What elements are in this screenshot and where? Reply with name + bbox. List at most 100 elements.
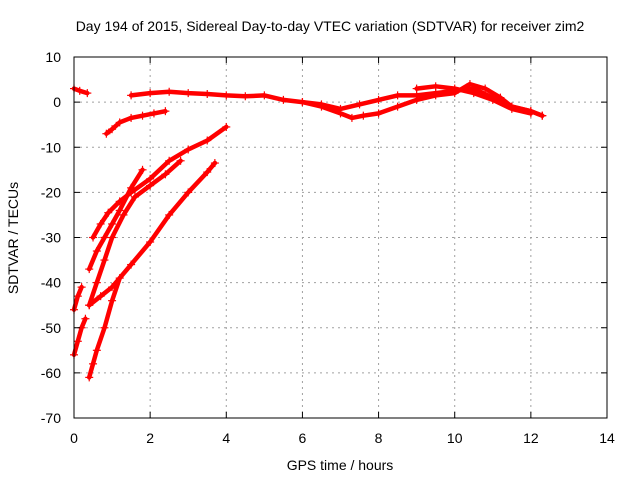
data-point — [149, 109, 158, 118]
y-tick-label: -30 — [41, 230, 61, 246]
x-tick-label: 0 — [70, 430, 78, 446]
data-point — [108, 296, 117, 305]
data-point — [146, 174, 155, 183]
data-point — [507, 104, 516, 113]
x-tick-label: 6 — [299, 430, 307, 446]
data-point — [374, 95, 383, 104]
axis-ticks: 0 2 4 6 8 10 12 14 10 0 -10 -20 -30 -40 -50 -60 -70 — [41, 49, 615, 446]
data-point — [83, 89, 92, 98]
data-point — [161, 170, 170, 179]
data-point — [184, 89, 193, 98]
data-point — [298, 98, 307, 107]
data-point — [100, 233, 109, 242]
data-point — [469, 89, 478, 98]
data-point — [374, 109, 383, 118]
data-point — [104, 208, 113, 217]
data-point — [146, 181, 155, 190]
data-point — [347, 113, 356, 122]
data-point — [100, 256, 109, 265]
data-point — [450, 84, 459, 93]
data-point — [115, 274, 124, 283]
chart-title: Day 194 of 2015, Sidereal Day-to-day VTE… — [76, 18, 585, 34]
data-point — [115, 118, 124, 127]
data-point — [355, 100, 364, 109]
data-point — [73, 292, 82, 301]
data-point — [138, 165, 147, 174]
data-point — [115, 206, 124, 215]
y-tick-label: -70 — [41, 410, 61, 426]
data-point — [393, 91, 402, 100]
data-point — [210, 159, 219, 168]
data-series-5 — [104, 108, 168, 136]
data-point — [89, 233, 98, 242]
data-point — [77, 283, 86, 292]
data-point — [412, 84, 421, 93]
data-point — [89, 359, 98, 368]
data-point — [165, 156, 174, 165]
data-point — [241, 92, 250, 101]
data-point — [146, 89, 155, 98]
x-tick-label: 8 — [375, 430, 383, 446]
data-point — [85, 265, 94, 274]
data-point — [75, 86, 84, 95]
data-point — [127, 113, 136, 122]
data-point — [165, 87, 174, 96]
data-point — [161, 107, 170, 116]
data-point — [465, 80, 474, 89]
data-point — [138, 111, 147, 120]
data-point — [127, 260, 136, 269]
data-point — [108, 233, 117, 242]
x-tick-label: 12 — [523, 430, 539, 446]
data-point — [81, 314, 90, 323]
data-point — [336, 109, 345, 118]
data-point — [119, 210, 128, 219]
data-point — [85, 301, 94, 310]
data-series-7 — [71, 316, 88, 358]
data-point — [317, 102, 326, 111]
data-point — [481, 84, 490, 93]
data-point — [108, 125, 117, 134]
data-traces — [70, 80, 547, 382]
data-point — [260, 91, 269, 100]
data-point — [496, 93, 505, 102]
data-point — [100, 323, 109, 332]
data-point — [184, 188, 193, 197]
x-tick-label: 4 — [222, 430, 230, 446]
data-point — [538, 111, 547, 120]
data-point — [92, 247, 101, 256]
data-point — [412, 95, 421, 104]
data-series-12 — [86, 275, 122, 380]
data-point — [127, 188, 136, 197]
data-point — [130, 192, 139, 201]
data-series-9 — [90, 124, 229, 240]
data-point — [203, 90, 212, 99]
data-point — [176, 156, 185, 165]
x-tick-label: 14 — [599, 430, 615, 446]
y-tick-label: -20 — [41, 184, 61, 200]
data-point — [526, 109, 535, 118]
data-point — [96, 292, 105, 301]
y-tick-label: -50 — [41, 320, 61, 336]
data-point — [102, 129, 111, 138]
x-tick-label: 10 — [447, 430, 463, 446]
y-tick-label: 10 — [45, 49, 61, 65]
data-point — [222, 91, 231, 100]
y-tick-label: -40 — [41, 275, 61, 291]
data-point — [184, 145, 193, 154]
data-point — [431, 82, 440, 91]
data-point — [115, 197, 124, 206]
data-point — [85, 373, 94, 382]
data-point — [92, 346, 101, 355]
data-point — [127, 91, 136, 100]
data-point — [203, 168, 212, 177]
data-point — [96, 219, 105, 228]
y-axis-label: SDTVAR / TECUs — [5, 182, 21, 294]
data-point — [146, 238, 155, 247]
data-point — [165, 210, 174, 219]
data-series-3 — [300, 81, 545, 121]
data-point — [108, 219, 117, 228]
data-point — [92, 278, 101, 287]
data-point — [222, 122, 231, 131]
y-tick-label: -60 — [41, 365, 61, 381]
